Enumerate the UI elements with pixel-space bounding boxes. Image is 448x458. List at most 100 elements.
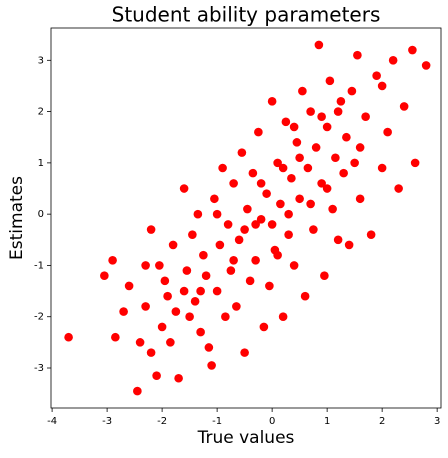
data-point xyxy=(210,194,219,204)
data-point xyxy=(336,97,346,106)
data-point xyxy=(325,76,335,86)
data-point xyxy=(108,256,117,265)
data-point xyxy=(196,327,205,337)
x-tick-label: 3 xyxy=(434,416,440,427)
x-tick-label: -2 xyxy=(157,416,167,427)
data-point xyxy=(157,322,167,332)
data-point xyxy=(146,225,156,234)
data-point xyxy=(377,81,387,91)
data-point xyxy=(199,250,208,260)
data-point xyxy=(292,138,302,147)
data-point xyxy=(155,261,164,270)
data-point xyxy=(190,297,200,306)
data-point xyxy=(133,386,142,396)
data-point xyxy=(179,286,189,296)
data-point xyxy=(251,256,260,265)
data-point xyxy=(146,348,156,357)
data-point xyxy=(295,153,304,163)
data-point xyxy=(372,71,381,80)
data-point xyxy=(174,373,183,383)
data-point xyxy=(221,312,230,322)
data-point xyxy=(152,371,161,380)
data-point xyxy=(160,276,170,286)
data-point xyxy=(251,220,260,229)
data-point xyxy=(289,261,299,270)
data-point xyxy=(100,271,109,280)
data-point xyxy=(317,179,326,188)
data-point xyxy=(377,163,387,173)
data-point xyxy=(240,225,249,234)
data-point xyxy=(163,291,172,301)
data-point xyxy=(124,281,134,291)
data-point xyxy=(322,122,332,132)
x-axis-label: True values xyxy=(197,428,295,448)
data-point xyxy=(179,184,189,193)
data-point xyxy=(309,225,318,234)
data-point xyxy=(355,143,365,152)
data-point xyxy=(366,230,376,239)
data-point xyxy=(188,230,197,239)
y-tick-label: 1 xyxy=(38,158,44,169)
data-point xyxy=(229,256,238,265)
data-point xyxy=(295,194,304,204)
data-point xyxy=(273,250,282,260)
y-tick-label: 0 xyxy=(38,209,44,220)
data-point xyxy=(262,189,271,198)
data-point xyxy=(284,209,293,219)
x-tick-label: 2 xyxy=(379,416,385,427)
data-point xyxy=(408,45,417,55)
data-point xyxy=(240,348,249,357)
data-point xyxy=(64,332,73,342)
data-point xyxy=(119,307,128,316)
data-point xyxy=(204,343,214,352)
data-point xyxy=(135,338,145,347)
data-point xyxy=(333,235,343,245)
data-point xyxy=(342,132,351,142)
y-tick-label: -3 xyxy=(34,363,44,374)
data-point xyxy=(350,158,359,168)
plot-area xyxy=(64,40,431,396)
data-point xyxy=(388,56,398,65)
data-point xyxy=(207,361,216,370)
data-point xyxy=(317,112,326,122)
axes-frame xyxy=(50,27,442,409)
data-point xyxy=(273,158,282,168)
data-point xyxy=(141,261,150,270)
data-point xyxy=(303,163,313,173)
data-point xyxy=(306,107,315,116)
data-point xyxy=(284,230,293,239)
data-point xyxy=(267,97,277,106)
data-point xyxy=(212,209,222,219)
data-point xyxy=(182,266,192,275)
data-point xyxy=(212,286,222,296)
data-point xyxy=(320,271,329,280)
data-point xyxy=(322,184,332,193)
x-tick-label: -4 xyxy=(47,416,57,427)
data-point xyxy=(278,163,288,173)
data-point xyxy=(196,286,205,296)
data-point xyxy=(256,214,266,224)
data-point xyxy=(421,61,431,70)
data-point xyxy=(248,168,258,178)
x-tick-label: 1 xyxy=(324,416,330,427)
y-tick-label: -2 xyxy=(34,312,44,323)
data-point xyxy=(267,220,277,229)
data-point xyxy=(193,209,203,219)
data-point xyxy=(328,204,337,214)
data-point xyxy=(259,322,269,332)
data-point xyxy=(171,307,181,316)
data-point xyxy=(218,163,227,173)
data-point xyxy=(383,127,392,137)
data-point xyxy=(243,204,252,214)
data-point xyxy=(201,271,211,280)
y-tick-label: 3 xyxy=(38,55,44,66)
data-point xyxy=(234,235,244,245)
data-point xyxy=(276,199,285,209)
data-point xyxy=(166,338,175,347)
data-point xyxy=(237,148,247,157)
data-point xyxy=(333,107,343,116)
data-point xyxy=(229,179,238,188)
data-point xyxy=(347,86,357,96)
data-point xyxy=(254,127,263,137)
